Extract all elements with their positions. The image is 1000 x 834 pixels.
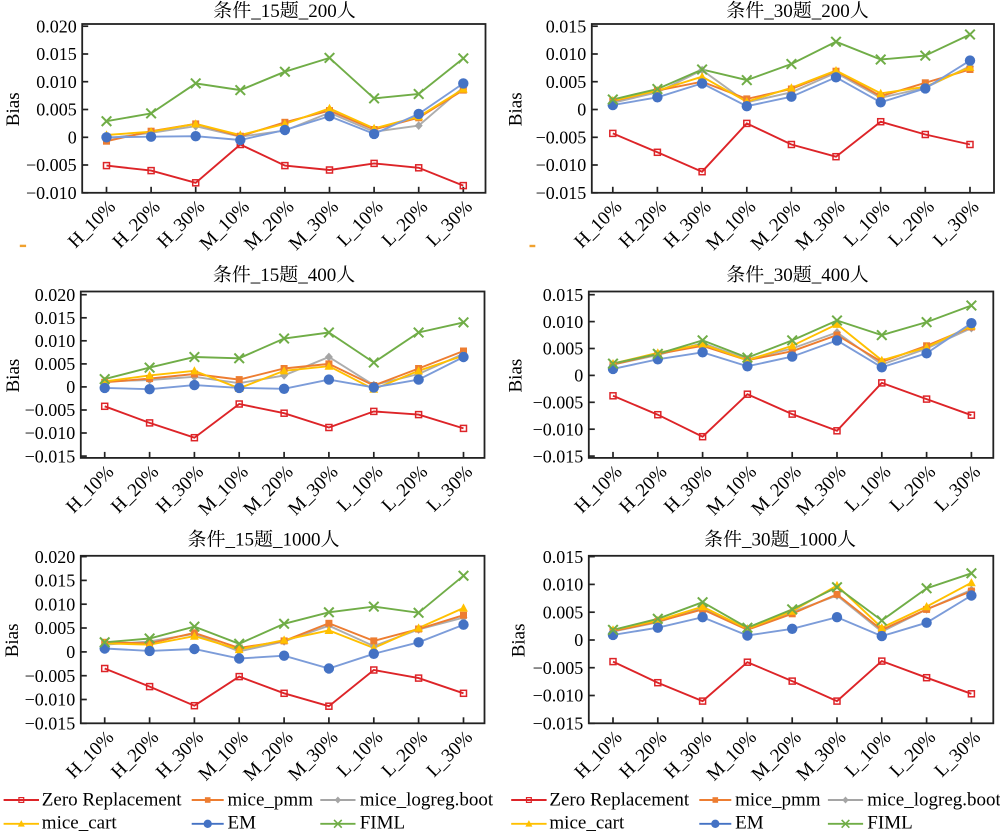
svg-text:mice_logreg.boot: mice_logreg.boot [867, 789, 1000, 810]
svg-text:−0.010: −0.010 [25, 423, 76, 443]
svg-text:_15: _15 [250, 1, 280, 22]
svg-text:0.015: 0.015 [35, 571, 76, 591]
svg-text:Bias: Bias [506, 359, 527, 393]
svg-text:0.005: 0.005 [543, 339, 584, 359]
svg-text:FIML: FIML [360, 813, 405, 834]
svg-text:EM: EM [735, 813, 764, 834]
svg-text:0.015: 0.015 [543, 547, 584, 567]
svg-text:0: 0 [66, 377, 75, 397]
svg-text:_400: _400 [297, 265, 336, 286]
svg-text:−0.015: −0.015 [25, 714, 76, 734]
svg-text:−0.005: −0.005 [25, 400, 76, 420]
svg-text:_1000: _1000 [789, 530, 838, 551]
svg-text:0.010: 0.010 [543, 575, 584, 595]
svg-text:−0.005: −0.005 [533, 658, 584, 678]
svg-text:Bias: Bias [3, 359, 24, 393]
svg-text:0.020: 0.020 [35, 285, 76, 305]
svg-text:−0.010: −0.010 [533, 686, 584, 706]
svg-text:0.010: 0.010 [35, 594, 76, 614]
svg-text:0.010: 0.010 [35, 331, 76, 351]
svg-text:0.015: 0.015 [546, 16, 587, 36]
svg-text:−0.015: −0.015 [533, 714, 584, 734]
svg-text:0.020: 0.020 [35, 547, 76, 567]
svg-text:0.005: 0.005 [546, 72, 587, 92]
svg-text:0.010: 0.010 [546, 44, 587, 64]
svg-text:−0.015: −0.015 [533, 446, 584, 466]
svg-text:−0.010: −0.010 [26, 183, 77, 203]
svg-text:0: 0 [574, 630, 583, 650]
svg-text:−0.010: −0.010 [25, 690, 76, 710]
svg-text:mice_pmm: mice_pmm [735, 789, 821, 810]
svg-text:_30: _30 [741, 530, 771, 551]
svg-text:_30: _30 [763, 265, 793, 286]
svg-text:_200: _200 [811, 1, 850, 22]
svg-text:0.005: 0.005 [36, 100, 77, 120]
svg-text:_30: _30 [763, 1, 793, 22]
svg-text:−0.015: −0.015 [536, 183, 587, 203]
svg-text:0.015: 0.015 [35, 308, 76, 328]
svg-text:_1000: _1000 [272, 530, 321, 551]
svg-text:0: 0 [577, 100, 586, 120]
svg-text:_15: _15 [225, 530, 255, 551]
svg-text:0.020: 0.020 [36, 16, 77, 36]
svg-text:0.005: 0.005 [35, 618, 76, 638]
svg-text:0: 0 [66, 642, 75, 662]
svg-text:0.010: 0.010 [36, 72, 77, 92]
svg-text:−0.005: −0.005 [26, 155, 77, 175]
svg-text:Zero Replacement: Zero Replacement [42, 789, 183, 810]
svg-text:−0.015: −0.015 [25, 446, 76, 466]
svg-text:0.005: 0.005 [543, 602, 584, 622]
svg-text:FIML: FIML [867, 813, 912, 834]
svg-text:Zero Replacement: Zero Replacement [549, 789, 690, 810]
svg-text:−0.010: −0.010 [536, 155, 587, 175]
svg-text:Bias: Bias [509, 624, 530, 658]
svg-text:−0.010: −0.010 [533, 419, 584, 439]
svg-text:mice_cart: mice_cart [42, 813, 118, 834]
svg-text:mice_cart: mice_cart [549, 813, 625, 834]
svg-text:0: 0 [574, 366, 583, 386]
svg-text:Bias: Bias [2, 624, 23, 658]
svg-text:−0.005: −0.005 [536, 128, 587, 148]
svg-text:0.015: 0.015 [36, 44, 77, 64]
svg-text:mice_logreg.boot: mice_logreg.boot [360, 789, 494, 810]
svg-text:0.005: 0.005 [35, 354, 76, 374]
svg-text:_400: _400 [811, 265, 850, 286]
svg-text:_200: _200 [298, 1, 337, 22]
svg-text:_15: _15 [250, 265, 279, 286]
svg-text:0.015: 0.015 [543, 285, 584, 305]
svg-text:Bias: Bias [506, 92, 527, 126]
svg-text:Bias: Bias [3, 92, 24, 126]
svg-text:EM: EM [228, 813, 257, 834]
svg-text:mice_pmm: mice_pmm [228, 789, 314, 810]
svg-text:−0.005: −0.005 [25, 666, 76, 686]
svg-text:0: 0 [68, 128, 77, 148]
svg-text:−0.005: −0.005 [533, 393, 584, 413]
svg-text:0.010: 0.010 [543, 312, 584, 332]
